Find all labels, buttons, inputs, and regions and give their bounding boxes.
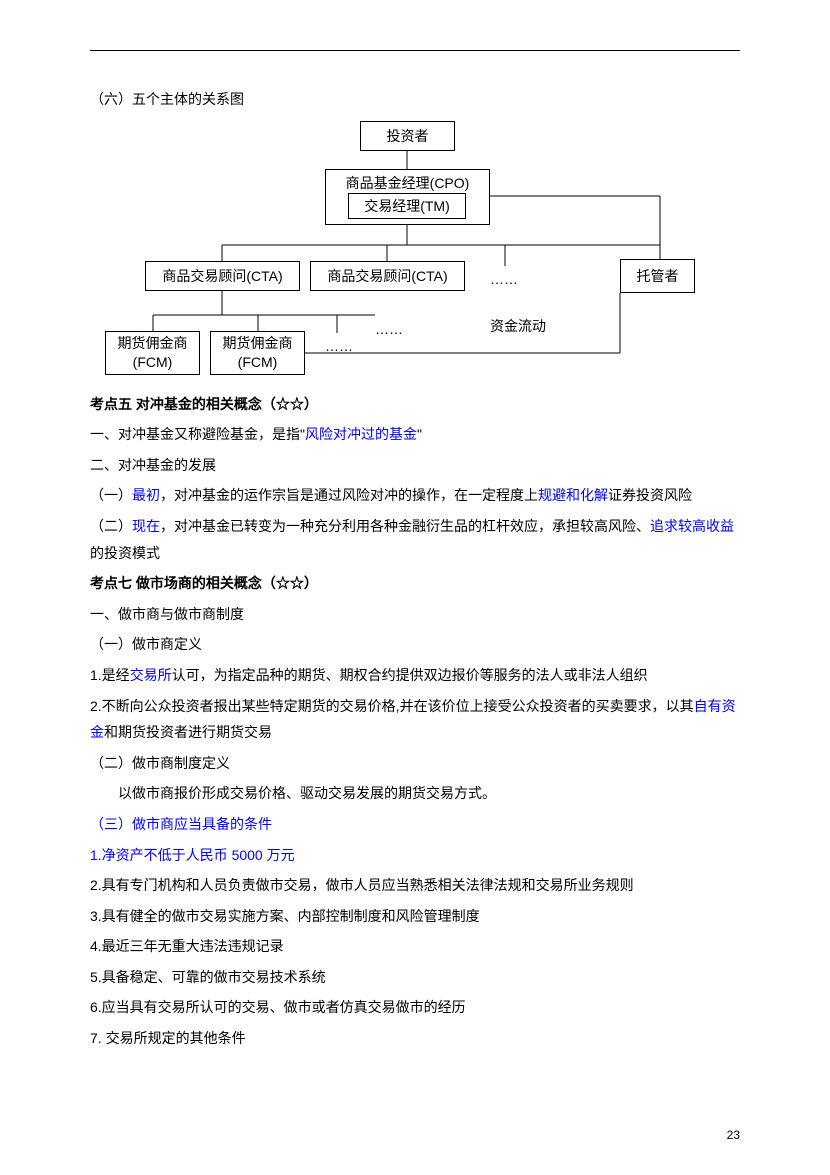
kp7-l3-post: 认可，为指定品种的期货、期权合约提供双边报价等服务的法人或非法人组织 xyxy=(172,667,648,683)
kp5-l4-pre: （二） xyxy=(90,518,132,534)
kp5-l4-post: 的投资模式 xyxy=(90,545,160,561)
kp5-l3-mid: ，对冲基金的运作宗旨是通过风险对冲的操作，在一定程度上 xyxy=(160,487,538,503)
top-rule xyxy=(90,50,740,51)
kp5-l3-pre: （一） xyxy=(90,487,132,503)
kp7-l3-pre: 1.是经 xyxy=(90,667,130,683)
kp7-l4-post: 和期货投资者进行期货交易 xyxy=(104,724,272,740)
node-cta2: 商品交易顾问(CTA) xyxy=(310,261,465,291)
flow-label: 资金流动 xyxy=(490,313,546,340)
kp5-line2: 二、对冲基金的发展 xyxy=(90,452,740,479)
kp7-l3-blue: 交易所 xyxy=(130,667,172,683)
kp5-line1: 一、对冲基金又称避险基金，是指"风险对冲过的基金" xyxy=(90,421,740,448)
node-tm: 交易经理(TM) xyxy=(348,193,466,219)
kp7-l14: 7. 交易所规定的其他条件 xyxy=(90,1025,740,1052)
node-custodian: 托管者 xyxy=(620,259,695,293)
kp7-l6: 以做市商报价形成交易价格、驱动交易发展的期货交易方式。 xyxy=(90,780,740,807)
kp7-l4: 2.不断向公众投资者报出某些特定期货的交易价格,并在该价位上接受公众投资者的买卖… xyxy=(90,693,740,746)
kp5-l3-post: 证券投资风险 xyxy=(608,487,692,503)
kp7-l1: 一、做市商与做市商制度 xyxy=(90,601,740,628)
kp7-l5: （二）做市商制度定义 xyxy=(90,750,740,777)
kp5-title: 考点五 对冲基金的相关概念（☆☆） xyxy=(90,391,740,418)
ellipsis-1: …… xyxy=(490,266,518,293)
kp7-l10: 3.具有健全的做市交易实施方案、内部控制制度和风险管理制度 xyxy=(90,903,740,930)
node-cpo-label: 商品基金经理(CPO) xyxy=(336,174,479,192)
kp5-l1-blue: 风险对冲过的基金 xyxy=(305,426,417,442)
kp5-l4-mid: ，对冲基金已转变为一种充分利用各种金融衍生品的杠杆效应，承担较高风险、 xyxy=(160,518,650,534)
kp5-line3: （一）最初，对冲基金的运作宗旨是通过风险对冲的操作，在一定程度上规避和化解证券投… xyxy=(90,482,740,509)
kp5-l1-post: " xyxy=(417,426,422,442)
kp7-l2: （一）做市商定义 xyxy=(90,631,740,658)
page-number: 23 xyxy=(727,1124,740,1147)
kp7-l4-pre: 2.不断向公众投资者报出某些特定期货的交易价格,并在该价位上接受公众投资者的买卖… xyxy=(90,698,694,714)
kp5-l1-pre: 一、对冲基金又称避险基金，是指" xyxy=(90,426,305,442)
node-fcm1: 期货佣金商 (FCM) xyxy=(105,331,200,375)
kp7-title: 考点七 做市场商的相关概念（☆☆） xyxy=(90,570,740,597)
kp5-l4-blue2: 追求较高收益 xyxy=(650,518,734,534)
node-investor: 投资者 xyxy=(360,121,455,151)
ellipsis-2: …… xyxy=(325,333,353,360)
kp7-l7: （三）做市商应当具备的条件 xyxy=(90,811,740,838)
kp7-l12: 5.具备稳定、可靠的做市交易技术系统 xyxy=(90,964,740,991)
node-cta1: 商品交易顾问(CTA) xyxy=(145,261,300,291)
kp7-l9: 2.具有专门机构和人员负责做市交易，做市人员应当熟悉相关法律法规和交易所业务规则 xyxy=(90,872,740,899)
ellipsis-3: …… xyxy=(375,316,403,343)
kp7-l3: 1.是经交易所认可，为指定品种的期货、期权合约提供双边报价等服务的法人或非法人组… xyxy=(90,662,740,689)
section-6-title: （六）五个主体的关系图 xyxy=(90,86,740,113)
node-fcm2: 期货佣金商 (FCM) xyxy=(210,331,305,375)
kp5-l4-blue1: 现在 xyxy=(132,518,160,534)
kp5-l3-blue1: 最初 xyxy=(132,487,160,503)
relationship-diagram: 投资者 商品基金经理(CPO) 交易经理(TM) 商品交易顾问(CTA) 商品交… xyxy=(90,121,700,381)
kp5-line4: （二）现在，对冲基金已转变为一种充分利用各种金融衍生品的杠杆效应，承担较高风险、… xyxy=(90,513,740,566)
kp5-l3-blue2: 规避和化解 xyxy=(538,487,608,503)
kp7-l13: 6.应当具有交易所认可的交易、做市或者仿真交易做市的经历 xyxy=(90,994,740,1021)
kp7-l11: 4.最近三年无重大违法违规记录 xyxy=(90,933,740,960)
kp7-l8: 1.净资产不低于人民币 5000 万元 xyxy=(90,842,740,869)
